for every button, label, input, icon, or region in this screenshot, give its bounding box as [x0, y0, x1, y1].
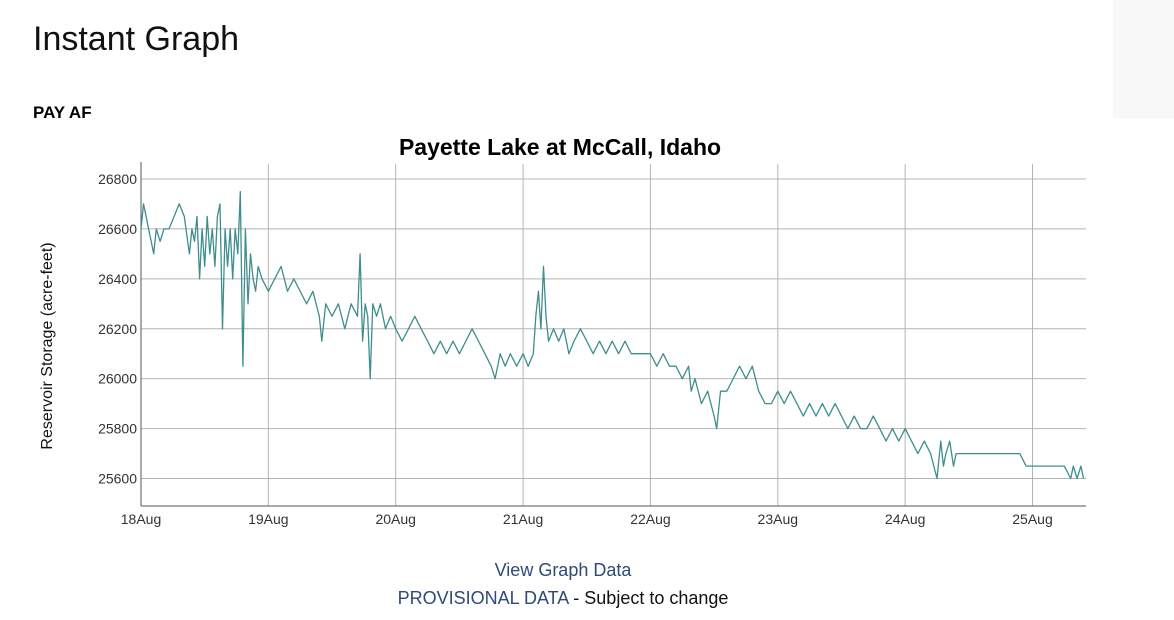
grid-lines: [141, 164, 1086, 506]
x-tick-label: 23Aug: [758, 511, 798, 527]
x-tick-label: 25Aug: [1012, 511, 1052, 527]
x-tick-label: 19Aug: [248, 511, 288, 527]
provisional-notice: PROVISIONAL DATA - Subject to change: [0, 588, 1126, 609]
station-code: PAY AF: [33, 103, 92, 122]
side-panel-shade: [1113, 0, 1174, 118]
provisional-data-link[interactable]: PROVISIONAL DATA: [397, 588, 569, 608]
y-axis-label: Reservoir Storage (acre-feet): [39, 242, 56, 449]
page-title: Instant Graph: [33, 20, 240, 58]
y-tick-label: 26200: [98, 321, 137, 337]
y-tick-label: 26000: [98, 371, 137, 387]
x-tick-label: 18Aug: [121, 511, 161, 527]
storage-line-chart: Payette Lake at McCall, Idaho Reservoir …: [39, 134, 1086, 527]
x-tick-labels: 18Aug 19Aug 20Aug 21Aug 22Aug 23Aug 24Aug 25Aug: [121, 511, 1053, 527]
chart-title: Payette Lake at McCall, Idaho: [399, 134, 721, 160]
y-tick-label: 25800: [98, 421, 137, 437]
data-series: [140, 190, 1085, 480]
view-graph-data-link[interactable]: View Graph Data: [494, 560, 632, 580]
storage-series-line: [140, 190, 1085, 480]
provisional-note-text: - Subject to change: [568, 588, 729, 608]
x-tick-label: 22Aug: [630, 511, 670, 527]
x-tick-label: 20Aug: [375, 511, 415, 527]
y-tick-label: 26600: [98, 221, 137, 237]
axes: [140, 162, 1086, 507]
y-tick-label: 26800: [98, 171, 137, 187]
y-tick-labels: 25600 25800 26000 26200 26400 26600 26800: [98, 171, 137, 487]
y-tick-label: 25600: [98, 471, 137, 487]
x-tick-label: 21Aug: [503, 511, 543, 527]
y-tick-label: 26400: [98, 271, 137, 287]
x-tick-label: 24Aug: [885, 511, 925, 527]
